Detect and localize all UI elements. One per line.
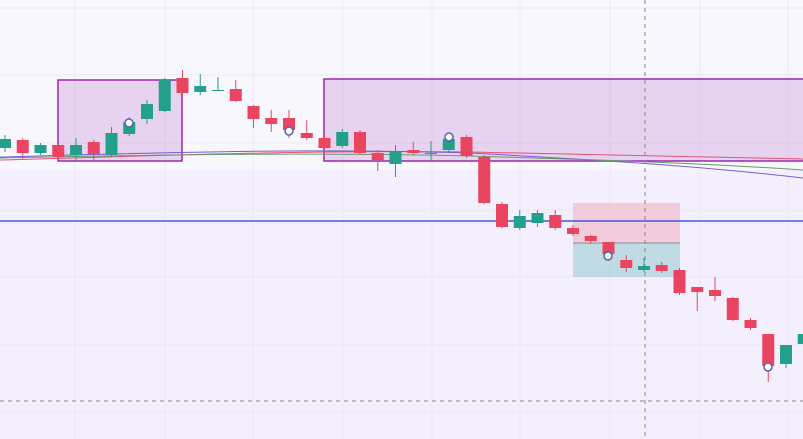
candle-body <box>354 132 366 153</box>
signal-marker <box>284 126 294 136</box>
candle-body <box>52 145 65 157</box>
candle-body <box>265 118 278 124</box>
moving-average <box>0 150 803 179</box>
signal-marker <box>603 251 613 261</box>
candle-body <box>0 139 11 148</box>
candle-body <box>176 78 189 93</box>
candle-body <box>16 140 29 153</box>
signal-marker <box>763 362 773 372</box>
candle-body <box>389 152 402 164</box>
candle-body <box>105 133 118 155</box>
candle-body <box>726 298 739 320</box>
candle-body <box>584 236 597 241</box>
zone-box <box>323 78 803 162</box>
candle-body <box>709 290 721 296</box>
candle-body <box>567 228 579 234</box>
candle-body <box>797 334 803 344</box>
candle-body <box>247 106 260 119</box>
candles <box>0 70 803 382</box>
candle-body <box>780 345 792 364</box>
signal-marker <box>124 118 134 128</box>
signal-marker <box>444 132 454 142</box>
candle-body <box>283 118 295 130</box>
candle-body <box>762 334 775 366</box>
candle-body <box>336 132 349 146</box>
moving-average <box>0 151 803 161</box>
candle-body <box>655 265 668 271</box>
candle-body <box>158 80 171 111</box>
candle-body <box>141 104 153 119</box>
lower-background <box>0 170 803 439</box>
candle-body <box>673 270 686 293</box>
candle-body <box>513 216 526 228</box>
candle-body <box>620 260 633 268</box>
candle-body <box>478 157 491 203</box>
markers <box>124 118 773 372</box>
candle-body <box>549 215 562 228</box>
candle-body <box>744 320 757 328</box>
candle-body <box>442 139 455 150</box>
candle-body <box>194 86 207 92</box>
candle-body <box>212 90 224 91</box>
candle-body <box>318 138 331 148</box>
candle-body <box>87 142 100 154</box>
candle-body <box>407 150 420 153</box>
candle-body <box>300 133 313 138</box>
candle-body <box>602 242 615 254</box>
candle-body <box>229 89 242 101</box>
candle-body <box>34 145 47 153</box>
candle-body <box>638 266 650 270</box>
candle-body <box>531 213 544 223</box>
candle-body <box>70 145 82 155</box>
candle-body <box>425 153 437 154</box>
candle-body <box>496 204 508 227</box>
upper-background <box>0 0 803 170</box>
moving-average <box>0 153 803 171</box>
candle-body <box>460 137 473 156</box>
candle-body <box>691 287 704 292</box>
candle-body <box>371 153 384 160</box>
